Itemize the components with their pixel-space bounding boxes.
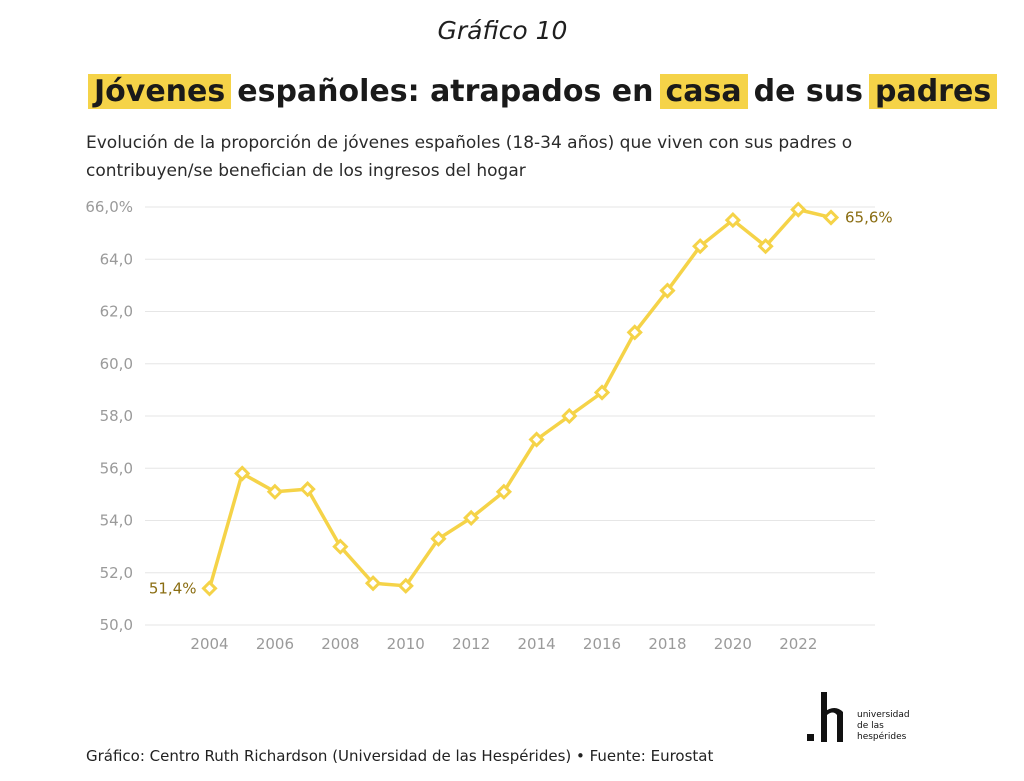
data-point-marker [495,483,513,500]
chart-kicker: Gráfico 10 [437,16,568,45]
data-labels: 51,4% 65,6% [149,208,893,597]
y-tick-label: 56,0 [100,459,133,477]
title-highlight-padres: padres [868,74,998,109]
data-point-marker [561,407,578,425]
x-tick-label: 2014 [518,635,556,653]
data-point-marker [234,465,251,482]
source-footer: Gráfico: Centro Ruth Richardson (Univers… [86,747,714,765]
y-tick-label: 52,0 [100,564,133,582]
data-point-marker [528,431,545,448]
logo-line: de las [857,721,884,731]
chart-subtitle: Evolución de la proporción de jóvenes es… [86,133,853,181]
x-tick-label: 2020 [714,635,752,653]
data-point-marker [430,530,447,547]
data-point-marker [266,483,284,500]
data-point-marker [790,201,807,218]
line-chart: 50,0 52,0 54,0 56,0 58,0 60,0 62,0 64,0 66,0% 20… [85,198,893,653]
data-point-marker [659,282,676,299]
data-point-marker [397,577,414,594]
data-point-marker [463,509,480,527]
data-label: 51,4% [149,579,197,597]
data-point-marker [757,238,774,255]
title-highlight-jovenes: Jóvenes [88,74,232,109]
logo-line: universidad [857,710,910,720]
series-line [207,207,833,591]
y-tick-label: 62,0 [100,303,133,321]
x-tick-label: 2006 [256,635,294,653]
logo-h-mark-icon [807,692,843,742]
logo-line: hespérides [857,732,907,742]
x-tick-label: 2018 [648,635,686,653]
gridlines [145,206,875,626]
y-tick-label: 66,0% [85,198,133,216]
data-point-marker [364,575,382,592]
y-axis-ticks: 50,0 52,0 54,0 56,0 58,0 60,0 62,0 64,0 66,0% [85,198,133,634]
x-tick-label: 2012 [452,635,490,653]
data-label: 65,6% [845,208,893,226]
series-line-layer [207,207,833,591]
data-point-marker [332,538,349,555]
data-point-marker [822,209,840,226]
data-point-marker [724,211,741,229]
chart-title: Jóvenes españoles: atrapados en casa de sus… [86,70,999,114]
x-tick-label: 2004 [190,635,228,653]
data-point-marker [201,580,218,597]
title-highlight-casa: casa [659,74,748,109]
y-tick-label: 60,0 [100,355,133,373]
data-point-marker [626,324,643,341]
y-tick-label: 50,0 [100,616,133,634]
x-tick-label: 2010 [387,635,425,653]
data-point-marker [692,238,709,255]
y-tick-label: 54,0 [100,512,133,530]
data-point-marker [593,384,611,401]
y-tick-label: 58,0 [100,407,133,425]
y-tick-label: 64,0 [100,250,133,268]
title-text-1: españoles: atrapados en [237,74,654,109]
x-tick-label: 2022 [779,635,817,653]
logo-text: universidad de las hespérides [857,710,927,743]
title-text-2: de sus [753,74,863,109]
x-tick-label: 2016 [583,635,621,653]
x-axis-ticks: 2004 2006 2008 2010 2012 2014 2016 2018 2020 2022 [190,635,817,653]
x-tick-label: 2008 [321,635,359,653]
university-logo: universidad de las hespérides [805,690,925,746]
data-point-marker [299,481,316,498]
data-points [201,201,840,597]
